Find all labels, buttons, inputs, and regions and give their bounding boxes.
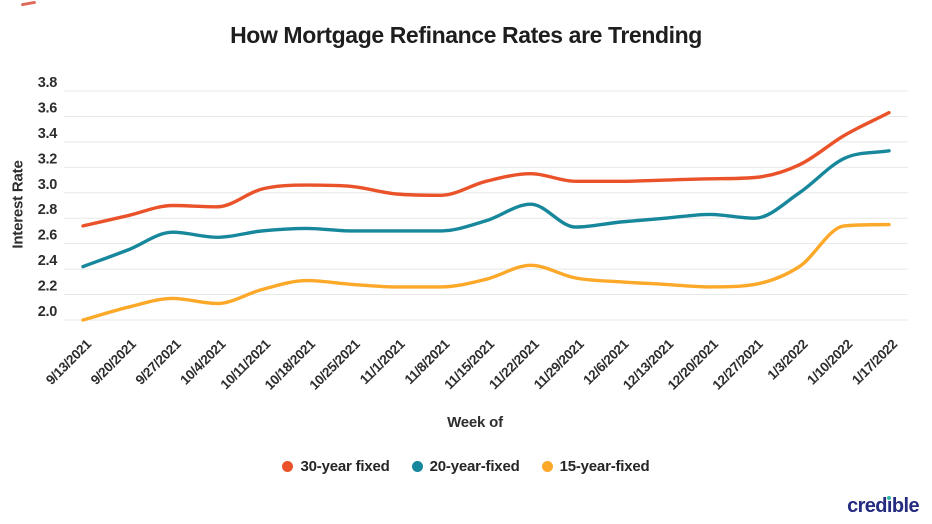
y-tick-label: 3.8	[38, 75, 57, 91]
credible-logo: credı ble	[847, 495, 920, 517]
y-tick-label: 3.2	[38, 151, 57, 167]
chart-legend: 30-year fixed 20-year-fixed 15-year-fixed	[0, 458, 932, 475]
x-tick-label: 9/27/2021	[133, 336, 185, 388]
y-tick-label: 2.4	[38, 253, 57, 269]
legend-item-30-year-fixed: 30-year fixed	[282, 458, 390, 475]
x-tick-label: 9/20/2021	[88, 336, 140, 388]
logo-i-dot	[887, 496, 892, 500]
legend-label: 20-year-fixed	[429, 458, 520, 475]
chart-title: How Mortgage Refinance Rates are Trendin…	[230, 22, 702, 48]
legend-label: 30-year fixed	[300, 458, 390, 475]
legend-item-15-year-fixed: 15-year-fixed	[541, 458, 650, 475]
legend-label: 15-year-fixed	[559, 458, 650, 475]
legend-dot-icon	[411, 461, 423, 472]
x-axis-title: Week of	[447, 414, 503, 431]
series-line-15-year-fixed	[81, 222, 891, 322]
legend-dot-icon	[282, 461, 294, 472]
y-tick-label: 2.2	[38, 279, 57, 295]
y-tick-label: 2.8	[38, 202, 57, 218]
y-tick-label: 3.6	[38, 100, 57, 116]
x-tick-label: 1/3/2022	[764, 337, 810, 383]
x-tick-label: 9/13/2021	[43, 336, 95, 388]
y-tick-label: 3.0	[38, 177, 57, 193]
legend-item-20-year-fixed: 20-year-fixed	[411, 458, 520, 475]
x-tick-label: 1/17/2022	[849, 337, 900, 388]
legend-dot-icon	[541, 461, 553, 472]
series-line-30-year-fixed	[81, 110, 891, 228]
x-tick-label: 1/10/2022	[804, 337, 855, 388]
y-tick-label: 2.6	[38, 228, 57, 244]
series-line-20-year-fixed	[81, 149, 891, 269]
y-tick-label: 3.4	[38, 126, 57, 142]
x-tick-label: 11/1/2021	[357, 336, 408, 387]
x-tick-label: 11/29/2021	[531, 336, 587, 392]
y-tick-label: 2.0	[38, 304, 57, 320]
